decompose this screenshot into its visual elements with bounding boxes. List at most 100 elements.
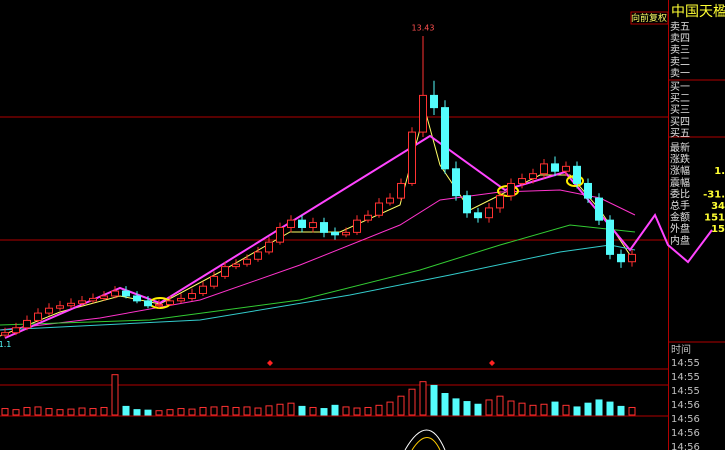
volume-bar bbox=[1, 408, 9, 416]
quote-label: 金额 bbox=[670, 211, 690, 224]
candle-body bbox=[34, 312, 42, 321]
volume-bar bbox=[628, 406, 636, 416]
candle-body bbox=[265, 241, 273, 253]
volume-bar bbox=[232, 406, 240, 416]
candle-body bbox=[518, 178, 526, 184]
quote-label: 卖三 bbox=[670, 44, 690, 56]
volume-bar bbox=[320, 408, 328, 416]
candle-body bbox=[430, 94, 438, 109]
volume-bar bbox=[419, 381, 427, 416]
volume-bar bbox=[78, 407, 86, 416]
candle-body bbox=[56, 305, 64, 309]
volume-bar bbox=[595, 399, 603, 416]
candle-body bbox=[485, 207, 493, 219]
volume-bar bbox=[166, 409, 174, 416]
quote-value: 151 bbox=[704, 213, 725, 224]
volume-bar bbox=[144, 409, 152, 416]
candle-body bbox=[298, 219, 306, 228]
candle-body bbox=[67, 302, 75, 307]
volume-bar bbox=[540, 403, 548, 416]
volume-bar bbox=[430, 384, 438, 416]
candle-body bbox=[540, 163, 548, 175]
time-label: 14:56 bbox=[671, 400, 700, 411]
adjust-box[interactable] bbox=[630, 11, 669, 25]
quote-label: 卖二 bbox=[670, 56, 690, 68]
candle-body bbox=[507, 182, 515, 197]
volume-bar bbox=[408, 388, 416, 416]
quote-label: 买三 bbox=[670, 104, 690, 116]
quote-value: 34 bbox=[711, 201, 725, 212]
volume-bar bbox=[111, 374, 119, 416]
volume-bar bbox=[507, 400, 515, 416]
volume-bar bbox=[342, 406, 350, 416]
candle-body bbox=[562, 165, 570, 172]
candle-body bbox=[221, 266, 229, 277]
candle-body bbox=[419, 94, 427, 133]
volume-bar bbox=[89, 408, 97, 416]
time-label: 14:56 bbox=[671, 442, 700, 450]
adjust-label[interactable]: 向前复权 bbox=[631, 12, 667, 24]
volume-bar bbox=[529, 404, 537, 416]
candle-body bbox=[364, 214, 372, 221]
candle-body bbox=[144, 300, 152, 307]
volume-bar bbox=[34, 406, 42, 416]
candle-body bbox=[309, 222, 317, 228]
volume-bar bbox=[287, 402, 295, 416]
low-label: 1.1 bbox=[0, 340, 11, 349]
candle-body bbox=[78, 300, 86, 304]
high-label: 13.43 bbox=[412, 23, 435, 32]
volume-bar bbox=[133, 409, 141, 416]
candle-body bbox=[232, 263, 240, 268]
quote-label: 买四 bbox=[670, 116, 690, 128]
quote-value: 1. bbox=[714, 166, 725, 177]
volume-bar bbox=[375, 404, 383, 416]
time-label: 14:55 bbox=[671, 386, 700, 397]
quote-label: 震幅 bbox=[670, 176, 690, 189]
candle-body bbox=[331, 231, 339, 236]
candle-body bbox=[23, 319, 31, 329]
volume-bar bbox=[485, 399, 493, 416]
volume-bar bbox=[573, 406, 581, 416]
volume-bar bbox=[188, 408, 196, 416]
volume-bar bbox=[265, 405, 273, 416]
volume-bar bbox=[452, 398, 460, 416]
volume-bar bbox=[210, 406, 218, 416]
quote-label: 卖五 bbox=[670, 21, 690, 33]
candle-body bbox=[606, 219, 614, 255]
candle-body bbox=[1, 332, 9, 336]
quote-label: 涨跌 bbox=[670, 153, 690, 166]
candle-body bbox=[12, 327, 20, 334]
quote-label: 卖四 bbox=[670, 33, 690, 45]
volume-bar bbox=[12, 409, 20, 416]
candle-body bbox=[617, 253, 625, 263]
volume-bar bbox=[441, 393, 449, 416]
candle-body bbox=[584, 182, 592, 199]
volume-bar bbox=[177, 408, 185, 416]
volume-bar bbox=[56, 409, 64, 416]
volume-bar bbox=[386, 401, 394, 416]
quote-label: 内盘 bbox=[670, 234, 690, 247]
candle-body bbox=[342, 231, 350, 236]
volume-bar bbox=[584, 402, 592, 416]
candle-body bbox=[441, 107, 449, 170]
quote-label: 外盘 bbox=[670, 222, 690, 235]
volume-bar bbox=[562, 404, 570, 416]
candle-body bbox=[573, 165, 581, 184]
quote-value: 15 bbox=[711, 224, 725, 235]
quote-value: -31. bbox=[703, 189, 725, 200]
volume-bar bbox=[45, 408, 53, 416]
volume-bar bbox=[463, 401, 471, 416]
time-label: 14:56 bbox=[671, 428, 700, 439]
candle-body bbox=[595, 197, 603, 221]
quote-label: 买一 bbox=[670, 81, 690, 93]
time-label: 14:55 bbox=[671, 358, 700, 369]
candle-body bbox=[353, 219, 361, 233]
quote-label: 最新 bbox=[670, 141, 690, 154]
volume-bar bbox=[199, 406, 207, 416]
candle-body bbox=[452, 168, 460, 197]
time-header: 时间 bbox=[671, 343, 691, 356]
candle-body bbox=[408, 131, 416, 184]
volume-bar bbox=[67, 408, 75, 416]
